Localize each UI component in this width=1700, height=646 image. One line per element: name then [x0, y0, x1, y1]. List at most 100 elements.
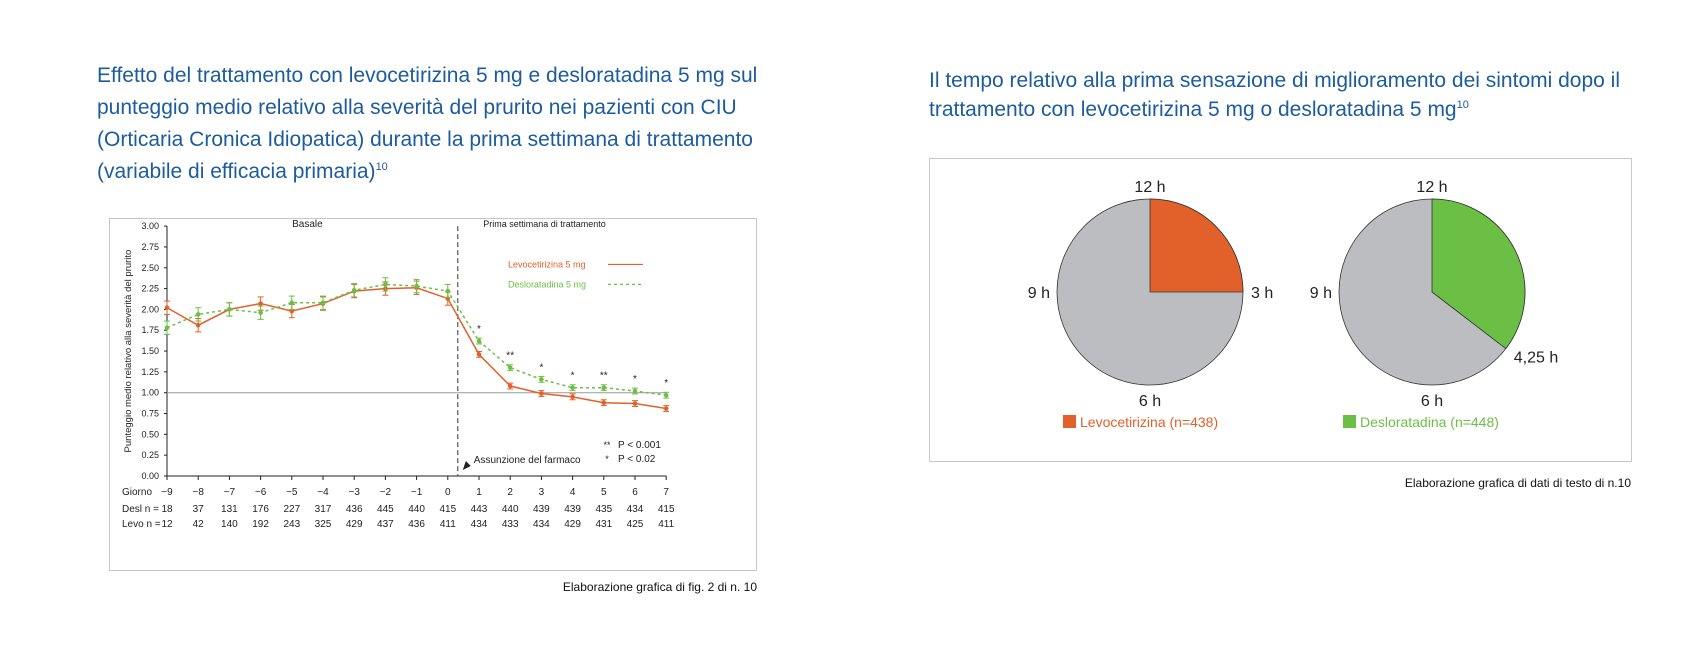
y-tick-label: 1.25 — [141, 367, 159, 377]
slice-end-label: 3 h — [1251, 285, 1273, 302]
significance-legend-mark: ** — [603, 440, 611, 450]
y-tick-label: 2.00 — [141, 304, 159, 314]
significance-marker: * — [571, 371, 575, 382]
data-point-desl — [632, 388, 638, 394]
n-cell: 440 — [502, 504, 519, 515]
section-label-treatment: Prima settimana di trattamento — [483, 219, 606, 229]
data-point-desl — [351, 287, 357, 293]
data-point-levo — [663, 406, 669, 411]
x-tick-label: 6 — [632, 487, 638, 498]
x-tick-label: −1 — [411, 487, 423, 498]
x-tick-label: 3 — [539, 487, 545, 498]
data-point-desl — [227, 307, 232, 312]
n-cell: 37 — [193, 504, 205, 515]
data-point-desl — [258, 310, 263, 316]
data-point-levo — [289, 308, 295, 314]
significance-legend-text: P < 0.001 — [618, 440, 661, 451]
significance-legend-text: P < 0.02 — [618, 454, 656, 465]
data-point-levo — [476, 352, 482, 357]
n-cell: 445 — [377, 504, 394, 515]
series-line-desl — [166, 283, 667, 396]
data-point-desl — [164, 325, 170, 331]
n-cell: 436 — [408, 519, 425, 530]
n-cell: 439 — [533, 504, 550, 515]
data-point-levo — [539, 391, 544, 396]
legend-label-levo: Levocetirizina (n=438) — [1080, 414, 1218, 430]
data-point-desl — [320, 300, 326, 306]
n-cell: 440 — [408, 504, 425, 515]
data-point-levo — [601, 400, 607, 405]
n-cell: 131 — [221, 504, 238, 515]
data-point-desl — [570, 385, 575, 391]
x-tick-label: −7 — [224, 487, 236, 498]
y-tick-label: 2.50 — [141, 263, 159, 273]
x-tick-label: 4 — [570, 487, 576, 498]
n-cell: 415 — [439, 504, 456, 515]
y-tick-label: 1.00 — [141, 388, 159, 398]
y-tick-label: 0.00 — [141, 471, 159, 481]
n-cell: 243 — [283, 519, 300, 530]
y-tick-label: 2.75 — [141, 242, 159, 252]
n-cell: 415 — [658, 504, 675, 515]
clock-label-12: 12 h — [1134, 179, 1165, 196]
y-tick-label: 2.25 — [141, 284, 159, 294]
x-tick-label: 0 — [445, 487, 451, 498]
pie-slice-desl — [1431, 198, 1526, 350]
x-tick-label: −3 — [348, 487, 360, 498]
data-point-levo — [570, 394, 575, 400]
clock-label-6: 6 h — [1421, 393, 1443, 410]
legend-label-desl: Desloratadina (n=448) — [1360, 414, 1499, 430]
n-cell: 176 — [252, 504, 269, 515]
x-tick-label: 5 — [601, 487, 607, 498]
left-chart-title: Effetto del trattamento con levocetirizi… — [97, 64, 758, 183]
n-cell: 411 — [440, 519, 456, 530]
legend-label-levo: Levocetirizina 5 mg — [508, 259, 586, 269]
section-label-baseline: Basale — [292, 219, 323, 230]
pie-slice-levo — [1149, 198, 1244, 293]
significance-marker: * — [633, 374, 637, 385]
x-tick-label: 2 — [507, 487, 513, 498]
x-tick-label: −9 — [161, 487, 173, 498]
n-cell: 325 — [315, 519, 332, 530]
n-cell: 42 — [193, 519, 205, 530]
y-tick-label: 0.75 — [141, 409, 159, 419]
data-point-desl — [539, 377, 544, 382]
n-cell: 227 — [283, 504, 300, 515]
n-cell: 434 — [471, 519, 488, 530]
clock-label-12: 12 h — [1416, 179, 1447, 196]
legend-label-desl: Desloratadina 5 mg — [508, 279, 586, 289]
x-tick-label: 1 — [476, 487, 482, 498]
n-cell: 434 — [627, 504, 644, 515]
line-chart: 0.00 0.25 0.50 0.75 1.00 1.25 1.50 1.75 2.00 2.25… — [122, 219, 675, 530]
x-tick-label: −5 — [286, 487, 298, 498]
y-tick-label: 3.00 — [141, 221, 159, 231]
data-point-desl — [663, 392, 669, 398]
n-cell: 18 — [161, 504, 173, 515]
pie-chart-panel: 12 h 9 h 6 h 3 h Levocetirizina (n=438) 12 h 9… — [929, 158, 1632, 462]
x-tick-label: −6 — [255, 487, 267, 498]
y-tick-label: 0.25 — [141, 450, 159, 460]
significance-marker: ** — [600, 371, 608, 382]
data-point-levo — [258, 301, 263, 306]
right-chart-title: Il tempo relativo alla prima sensazione … — [929, 69, 1621, 121]
data-point-desl — [601, 385, 607, 391]
x-tick-label: −2 — [380, 487, 392, 498]
data-point-levo — [507, 383, 513, 389]
n-cell: 435 — [595, 504, 612, 515]
n-row-label: Desl n = — [122, 504, 159, 515]
series-line-levo — [166, 286, 667, 410]
n-cell: 439 — [564, 504, 581, 515]
y-axis-label: Punteggio medio relativo alla severità d… — [123, 250, 134, 453]
data-point-desl — [383, 282, 388, 287]
n-cell: 443 — [471, 504, 488, 515]
n-cell: 192 — [252, 519, 269, 530]
clock-label-9: 9 h — [1028, 285, 1050, 302]
clock-label-9: 9 h — [1310, 285, 1332, 302]
right-caption: Elaborazione grafica di dati di testo di… — [1404, 476, 1631, 490]
line-chart-panel: 0.00 0.25 0.50 0.75 1.00 1.25 1.50 1.75 2.00 2.25… — [109, 218, 757, 571]
y-tick-label: 1.50 — [141, 346, 159, 356]
significance-marker: * — [477, 324, 481, 335]
data-point-levo — [632, 401, 638, 406]
legend-swatch-levo — [1063, 415, 1076, 428]
significance-legend-mark: * — [605, 454, 609, 464]
